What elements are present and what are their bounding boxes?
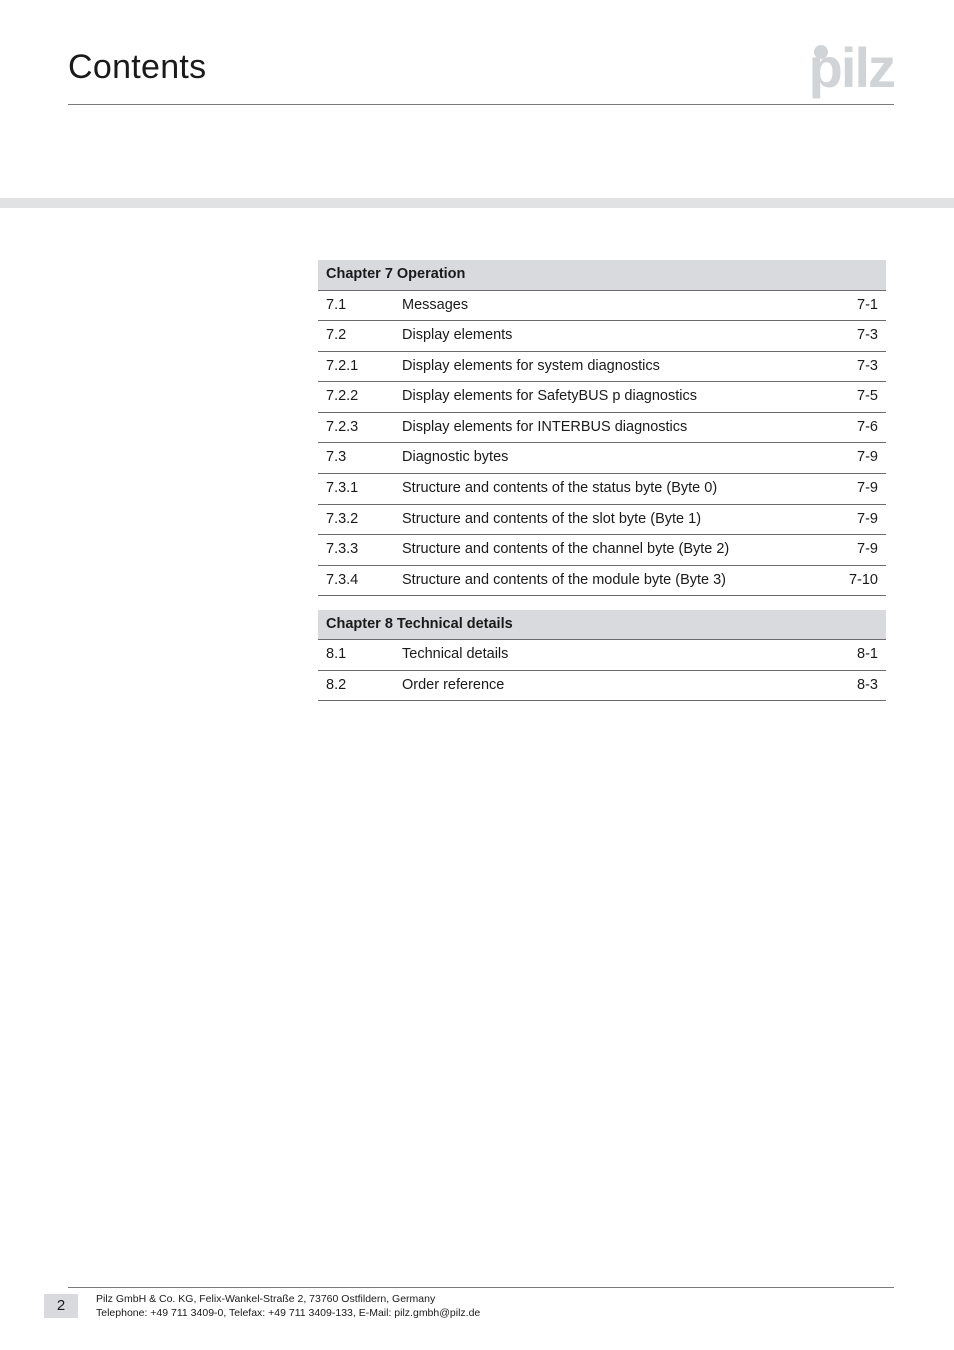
- toc-title: Messages: [396, 290, 838, 321]
- footer-line-2: Telephone: +49 711 3409-0, Telefax: +49 …: [96, 1306, 480, 1320]
- toc-title: Display elements for INTERBUS diagnostic…: [396, 412, 838, 443]
- toc-title: Order reference: [396, 670, 838, 701]
- toc-page: 7-10: [838, 565, 886, 596]
- toc-row: 8.2Order reference8-3: [318, 670, 886, 701]
- toc-title: Structure and contents of the status byt…: [396, 473, 838, 504]
- toc-row: 7.2Display elements7-3: [318, 321, 886, 352]
- toc-row: 8.1Technical details8-1: [318, 640, 886, 671]
- toc-title: Display elements for SafetyBUS p diagnos…: [396, 382, 838, 413]
- toc-row: 7.3.3Structure and contents of the chann…: [318, 535, 886, 566]
- toc-page: 7-9: [838, 504, 886, 535]
- toc-row: 7.2.1Display elements for system diagnos…: [318, 351, 886, 382]
- page-number: 2: [44, 1294, 78, 1318]
- footer-address: Pilz GmbH & Co. KG, Felix-Wankel-Straße …: [96, 1292, 480, 1320]
- toc-title: Technical details: [396, 640, 838, 671]
- toc-page: 7-6: [838, 412, 886, 443]
- toc-title: Structure and contents of the slot byte …: [396, 504, 838, 535]
- toc-page: 7-9: [838, 443, 886, 474]
- page-title: Contents: [68, 48, 206, 87]
- toc-row: 7.3.2Structure and contents of the slot …: [318, 504, 886, 535]
- toc-number: 7.2.2: [318, 382, 396, 413]
- toc-row: 7.2.2Display elements for SafetyBUS p di…: [318, 382, 886, 413]
- toc-page: 7-3: [838, 351, 886, 382]
- toc-number: 7.3: [318, 443, 396, 474]
- footer-line-1: Pilz GmbH & Co. KG, Felix-Wankel-Straße …: [96, 1292, 480, 1306]
- toc-number: 7.1: [318, 290, 396, 321]
- page-footer: 2 Pilz GmbH & Co. KG, Felix-Wankel-Straß…: [0, 1287, 954, 1320]
- toc-row: 7.2.3Display elements for INTERBUS diagn…: [318, 412, 886, 443]
- header-divider: [68, 104, 894, 105]
- toc-page: 7-5: [838, 382, 886, 413]
- toc-title: Structure and contents of the channel by…: [396, 535, 838, 566]
- toc-number: 7.3.4: [318, 565, 396, 596]
- toc-number: 7.2.1: [318, 351, 396, 382]
- toc-title: Diagnostic bytes: [396, 443, 838, 474]
- toc-container: Chapter 7 Operation7.1Messages7-17.2Disp…: [318, 260, 886, 701]
- toc-number: 8.1: [318, 640, 396, 671]
- accent-bar: [0, 198, 954, 208]
- toc-chapter-header: Chapter 7 Operation: [318, 260, 886, 290]
- toc-page: 8-3: [838, 670, 886, 701]
- toc-body: Chapter 7 Operation7.1Messages7-17.2Disp…: [318, 260, 886, 701]
- toc-page: 8-1: [838, 640, 886, 671]
- toc-number: 7.3.2: [318, 504, 396, 535]
- toc-title: Display elements: [396, 321, 838, 352]
- toc-row: 7.3Diagnostic bytes7-9: [318, 443, 886, 474]
- footer-content: 2 Pilz GmbH & Co. KG, Felix-Wankel-Straß…: [0, 1292, 954, 1320]
- toc-number: 7.3.3: [318, 535, 396, 566]
- toc-page: 7-3: [838, 321, 886, 352]
- toc-chapter-header: Chapter 8 Technical details: [318, 610, 886, 640]
- toc-chapter-head-cell: Chapter 8 Technical details: [318, 610, 886, 640]
- toc-row: 7.3.1Structure and contents of the statu…: [318, 473, 886, 504]
- toc-number: 7.2.3: [318, 412, 396, 443]
- toc-page: 7-9: [838, 473, 886, 504]
- page: Contents pilz Chapter 7 Operation7.1Mess…: [0, 0, 954, 1350]
- toc-page: 7-1: [838, 290, 886, 321]
- toc-chapter-head-cell: Chapter 7 Operation: [318, 260, 886, 290]
- toc-title: Display elements for system diagnostics: [396, 351, 838, 382]
- footer-divider: [68, 1287, 894, 1288]
- toc-row: 7.1Messages7-1: [318, 290, 886, 321]
- toc-number: 7.2: [318, 321, 396, 352]
- toc-row: 7.3.4Structure and contents of the modul…: [318, 565, 886, 596]
- toc-title: Structure and contents of the module byt…: [396, 565, 838, 596]
- toc-number: 7.3.1: [318, 473, 396, 504]
- brand-logo: pilz: [790, 40, 894, 96]
- toc-number: 8.2: [318, 670, 396, 701]
- toc-table: Chapter 7 Operation7.1Messages7-17.2Disp…: [318, 260, 886, 701]
- toc-page: 7-9: [838, 535, 886, 566]
